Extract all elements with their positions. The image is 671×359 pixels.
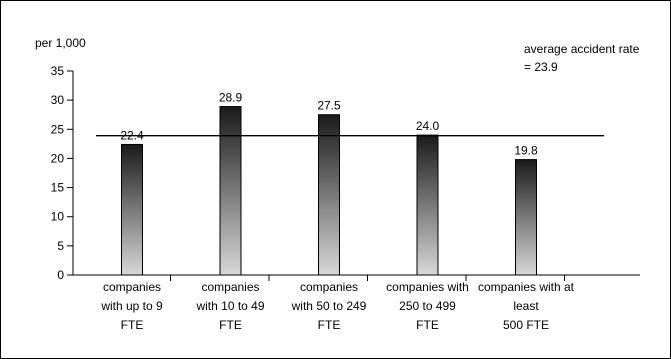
x-tick-label-line: companies <box>103 280 161 294</box>
x-tick-label: companies with 10 to 49 FTE <box>195 280 264 332</box>
bar-value-label: 24.0 <box>416 119 440 133</box>
bar-value-label: 27.5 <box>317 99 341 113</box>
x-tick-label: companies with up to 9 FTE <box>100 280 163 332</box>
x-tick-label-line: FTE <box>416 318 439 332</box>
x-tick-label-line: with 50 to 249 <box>291 299 367 313</box>
axes: 0 5 10 15 20 25 30 35 <box>51 64 640 282</box>
x-tick-label-line: companies with at <box>478 280 575 294</box>
reference-line-label: average accident rate = 23.9 <box>524 42 640 74</box>
bars: 22.428.927.524.019.8 <box>120 91 538 276</box>
x-tick-label-line: 500 FTE <box>503 318 549 332</box>
bar-value-label: 28.9 <box>219 91 243 105</box>
y-tick-label: 15 <box>51 181 65 195</box>
x-tick-label: companies with 250 to 499 FTE <box>386 280 469 332</box>
x-tick-label-line: with up to 9 <box>100 299 163 313</box>
x-tick-label-line: 250 to 499 <box>399 299 456 313</box>
reference-label-line-2: = 23.9 <box>524 60 558 74</box>
y-tick-label: 10 <box>51 210 65 224</box>
y-tick-label: 30 <box>51 93 65 107</box>
reference-label-line-1: average accident rate <box>524 42 640 56</box>
y-tick-label: 35 <box>51 64 65 78</box>
y-tick-label: 5 <box>57 239 64 253</box>
x-tick-label-line: FTE <box>219 318 242 332</box>
y-tick-label: 25 <box>51 122 65 136</box>
bar <box>121 143 143 276</box>
bar-value-label: 19.8 <box>514 144 538 158</box>
x-tick-label-line: companies <box>201 280 259 294</box>
bar <box>318 114 340 276</box>
x-tick-label: companies with 50 to 249 FTE <box>291 280 367 332</box>
x-tick-label-line: companies <box>300 280 358 294</box>
y-tick-label: 0 <box>57 268 64 282</box>
x-tick-label-line: companies with <box>386 280 469 294</box>
x-tick-label-line: FTE <box>121 318 144 332</box>
x-tick-label-line: with 10 to 49 <box>195 299 264 313</box>
bar <box>219 106 242 276</box>
x-tick-label-line: FTE <box>318 318 341 332</box>
y-axis-label: per 1,000 <box>35 36 86 50</box>
bar <box>416 134 439 276</box>
bar <box>515 159 537 276</box>
y-tick-label: 20 <box>51 151 65 165</box>
x-tick-label: companies with at least 500 FTE <box>478 280 575 332</box>
x-tick-labels: companies with up to 9 FTE companies with 10… <box>100 280 574 332</box>
x-tick-label-line: least <box>513 299 539 313</box>
